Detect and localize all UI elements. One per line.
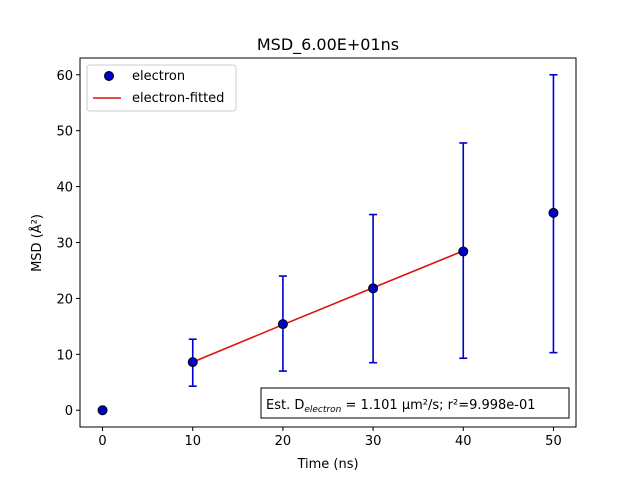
annotation-subscript: electron	[304, 405, 341, 415]
y-tick-label: 40	[56, 181, 73, 196]
y-tick-label: 10	[56, 348, 73, 363]
x-axis: 0 10 20 30 40 50	[98, 427, 562, 449]
legend-label-electron-fitted: electron-fitted	[132, 91, 224, 106]
y-tick-label: 50	[56, 125, 73, 140]
data-point	[187, 357, 198, 368]
x-tick-label: 0	[98, 434, 106, 449]
legend-box	[86, 64, 237, 112]
plot-frame	[79, 57, 577, 428]
annotation-frame	[260, 387, 570, 419]
legend-marker-electron	[104, 71, 114, 81]
annotation-text: Est. Delectron = 1.101 μm²/s; r²=9.998e-…	[266, 398, 536, 415]
y-axis-label: MSD (Å²)	[29, 214, 45, 272]
x-tick-label: 30	[365, 434, 382, 449]
fitted-line	[192, 250, 464, 363]
y-tick-label: 20	[56, 292, 73, 307]
x-axis-label: Time (ns)	[296, 457, 358, 472]
y-tick-label: 60	[56, 69, 73, 84]
data-point	[277, 319, 288, 330]
chart-title: MSD_6.00E+01ns	[257, 35, 399, 55]
data-point	[97, 405, 108, 416]
annotation-value: = 1.101 μm²/s; r²=9.998e-01	[341, 398, 535, 413]
data-point	[548, 207, 559, 218]
y-tick-label: 30	[56, 237, 73, 252]
x-tick-label: 40	[455, 434, 472, 449]
legend-label-electron: electron	[132, 69, 185, 84]
x-tick-label: 10	[184, 434, 201, 449]
plot-area	[97, 73, 559, 416]
data-point	[458, 246, 469, 257]
x-tick-label: 20	[275, 434, 292, 449]
annotation-box: Est. Delectron = 1.101 μm²/s; r²=9.998e-…	[260, 387, 570, 419]
x-tick-label: 50	[545, 434, 562, 449]
legend: electron electron-fitted	[86, 64, 237, 112]
annotation-prefix: Est. D	[266, 398, 304, 413]
y-axis: 0 10 20 30 40 50 60	[56, 69, 80, 419]
y-tick-label: 0	[65, 404, 73, 419]
data-point	[368, 283, 379, 294]
